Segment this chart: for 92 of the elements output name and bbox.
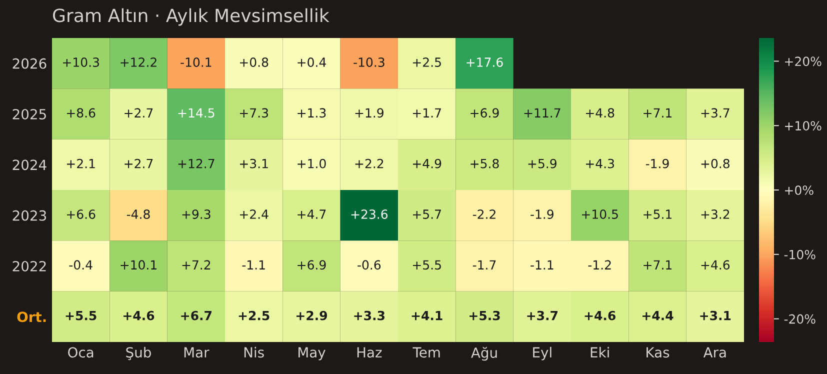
data-label: +7.1 xyxy=(644,108,672,118)
x-tick-label: Nis xyxy=(244,346,264,358)
data-label: +3.1 xyxy=(240,158,268,168)
data-label: +2.4 xyxy=(240,210,268,219)
data-label: +23.6 xyxy=(351,210,388,219)
data-label: +5.8 xyxy=(470,158,499,168)
data-label: +0.8 xyxy=(240,58,268,67)
data-label: +12.2 xyxy=(120,58,156,67)
data-label: +5.9 xyxy=(528,158,556,168)
x-tick-label: Haz xyxy=(357,347,382,358)
data-label: +3.2 xyxy=(701,210,730,219)
data-label: +3.3 xyxy=(354,310,384,320)
color-bar-label: +10% xyxy=(785,121,822,131)
x-tick-label: Mar xyxy=(184,347,210,358)
data-label: +5.5 xyxy=(412,260,441,270)
data-label: -1.2 xyxy=(588,260,611,270)
data-label: +3.1 xyxy=(700,310,731,320)
data-label: +4.6 xyxy=(124,310,154,320)
data-label: +0.8 xyxy=(701,158,730,168)
data-label: +4.3 xyxy=(586,158,614,168)
data-label: -1.7 xyxy=(472,260,496,270)
color-bar-label: +20% xyxy=(785,56,822,66)
data-label: +4.4 xyxy=(642,311,674,320)
data-label: +0.4 xyxy=(298,58,326,67)
data-label: +2.9 xyxy=(296,310,328,320)
data-label: +9.3 xyxy=(182,210,210,219)
data-label: +10.1 xyxy=(120,260,156,270)
data-label: +11.7 xyxy=(524,108,560,118)
data-label: +1.3 xyxy=(298,108,326,118)
data-label: +10.5 xyxy=(582,210,618,219)
x-tick-label: Şub xyxy=(126,346,151,360)
data-label: +4.7 xyxy=(298,210,326,219)
data-label: +3.7 xyxy=(527,310,558,320)
data-label: +4.8 xyxy=(586,108,614,118)
data-label: +4.9 xyxy=(412,158,442,168)
x-tick-label: Eki xyxy=(590,346,609,358)
data-label: +6.7 xyxy=(181,310,212,320)
data-label: +2.5 xyxy=(238,310,270,320)
x-tick-label: Oca xyxy=(68,347,94,358)
data-label: +12.7 xyxy=(178,158,214,168)
data-label: +10.3 xyxy=(63,58,99,67)
data-label: +14.5 xyxy=(178,108,214,118)
data-label: +5.3 xyxy=(470,310,500,320)
data-label: +17.6 xyxy=(466,58,503,67)
data-label: +7.3 xyxy=(240,108,268,118)
data-label: -2.2 xyxy=(472,210,496,219)
data-label: +5.5 xyxy=(66,311,96,320)
color-bar-label: +0% xyxy=(785,185,814,195)
x-tick-label: May xyxy=(298,347,326,360)
data-label: +1.7 xyxy=(412,108,441,118)
data-label: +5.1 xyxy=(644,210,672,219)
y-tick-label: 2023 xyxy=(12,210,46,221)
y-tick-label: 2022 xyxy=(12,260,46,272)
data-label: +6.9 xyxy=(298,260,326,270)
data-label: +7.1 xyxy=(644,260,672,270)
x-tick-label: Tem xyxy=(412,347,440,358)
x-tick-label: Ara xyxy=(703,347,726,358)
data-label: -1.9 xyxy=(530,210,554,219)
data-label: -1.9 xyxy=(646,158,669,168)
data-label: -10.1 xyxy=(180,58,212,67)
y-tick-label: 2024 xyxy=(12,160,46,170)
x-tick-label: Kas xyxy=(646,347,670,358)
data-label: -0.6 xyxy=(358,260,381,270)
data-label: -0.4 xyxy=(69,260,92,270)
data-label: +5.7 xyxy=(412,210,441,219)
data-label: +2.7 xyxy=(124,108,153,118)
data-label: +2.7 xyxy=(124,158,153,168)
data-label: -10.3 xyxy=(354,58,384,67)
data-label: +4.6 xyxy=(701,260,730,270)
data-label: +4.6 xyxy=(584,310,616,320)
x-tick-label: Ağu xyxy=(471,346,497,361)
data-label: +1.0 xyxy=(298,158,326,168)
data-label: +2.2 xyxy=(355,158,384,168)
data-label: -4.8 xyxy=(126,210,150,219)
data-label: +2.1 xyxy=(66,158,95,168)
data-label: -1.1 xyxy=(530,260,554,270)
data-label: +1.9 xyxy=(355,108,384,118)
color-bar-label: -20% xyxy=(784,314,816,324)
y-tick-label: Ort. xyxy=(17,312,46,322)
y-tick-label: 2026 xyxy=(12,58,46,69)
data-label: +6.9 xyxy=(470,108,499,118)
data-label: +3.7 xyxy=(701,108,730,118)
chart-title: Gram Altın · Aylık Mevsimsellik xyxy=(53,8,330,26)
data-label: +7.2 xyxy=(182,260,210,270)
data-label: -1.1 xyxy=(242,260,265,270)
color-bar-label: -10% xyxy=(784,250,816,260)
data-label: +8.6 xyxy=(66,108,96,118)
data-label: +4.1 xyxy=(412,311,442,320)
x-tick-label: Eyl xyxy=(533,346,552,360)
data-label: +6.6 xyxy=(66,210,96,219)
data-label: +2.5 xyxy=(412,58,441,67)
y-tick-label: 2025 xyxy=(12,108,46,120)
